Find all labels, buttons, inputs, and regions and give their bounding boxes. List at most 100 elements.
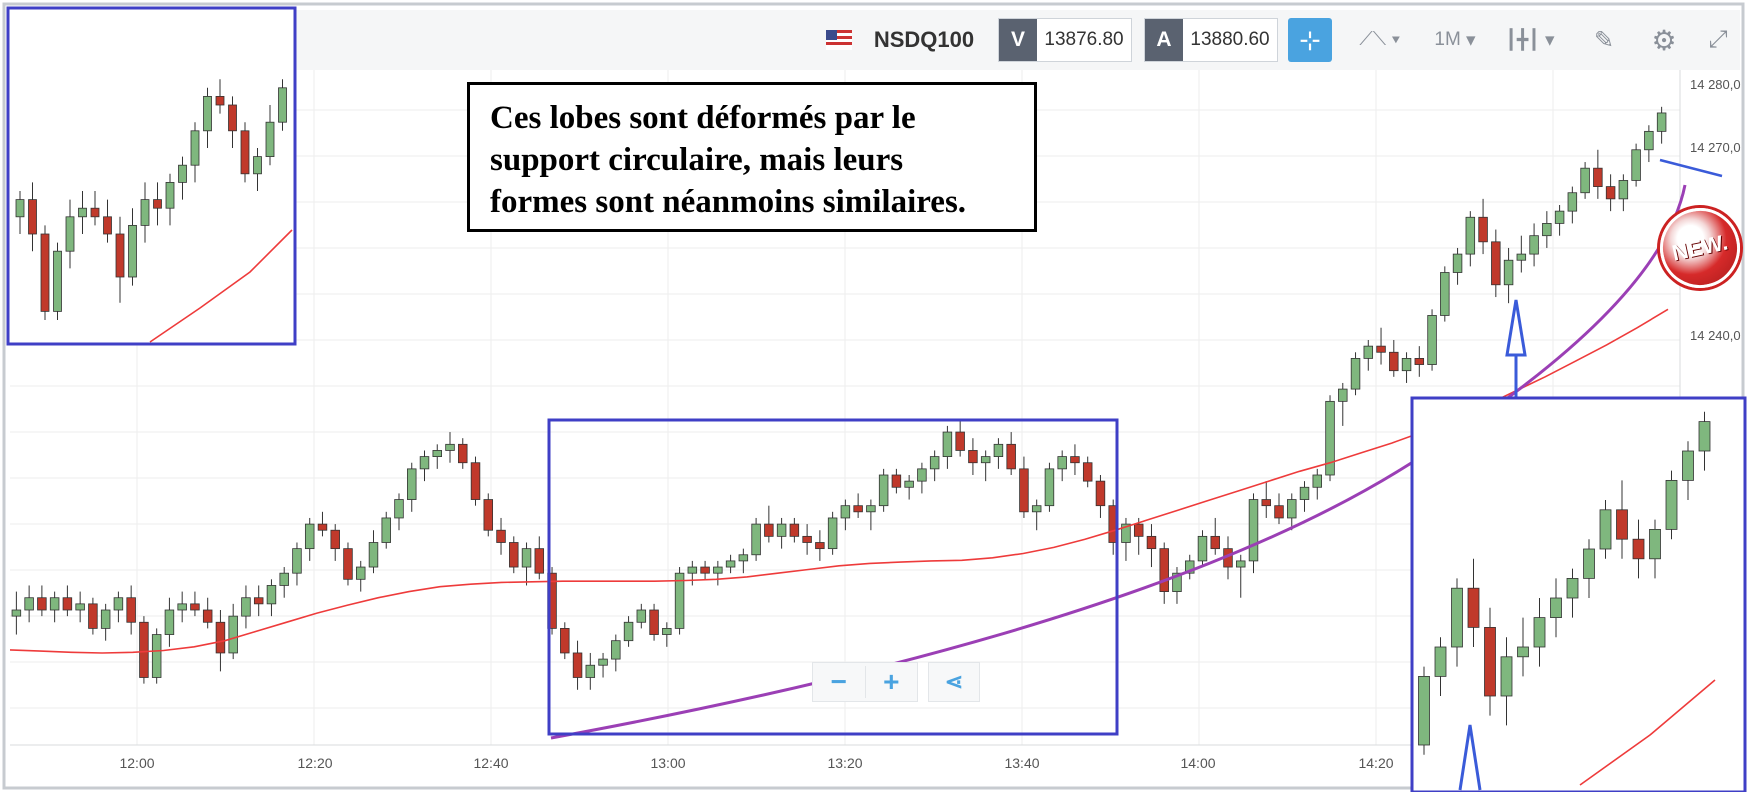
- bull-candle: [1567, 186, 1578, 224]
- bull-candle: [1644, 125, 1654, 163]
- chart-type-button[interactable]: ⟋⟍ ▾: [1350, 18, 1410, 62]
- zoom-out-button[interactable]: −: [830, 666, 847, 697]
- settings-button[interactable]: ⚙: [1638, 18, 1690, 62]
- drawing-tools-button[interactable]: ✎: [1578, 18, 1630, 62]
- candle-body: [202, 609, 213, 623]
- candle-body: [802, 535, 812, 543]
- candle-body: [866, 505, 876, 513]
- bull-candle: [241, 585, 251, 629]
- bull-candle: [1312, 468, 1323, 500]
- candle-body: [1542, 223, 1552, 237]
- bull-candle: [151, 628, 162, 684]
- bull-candle: [1325, 395, 1335, 482]
- fullscreen-button[interactable]: ⤢: [1696, 18, 1740, 62]
- zoom-in-button[interactable]: +: [864, 666, 918, 698]
- bear-candle: [115, 216, 125, 303]
- bear-candle: [853, 493, 863, 518]
- timeframe-label: 1M: [1434, 29, 1461, 50]
- candle-body: [1583, 548, 1595, 579]
- moving-average-line: [9, 308, 1669, 654]
- bull-candle: [1451, 578, 1463, 667]
- bull-candle: [738, 548, 749, 574]
- bull-candle: [1031, 499, 1042, 531]
- bull-candle: [177, 591, 187, 623]
- y-tick-label: 14 280,0: [1690, 77, 1741, 92]
- bid-price-box[interactable]: V 13876.80: [998, 18, 1132, 62]
- candle-body: [496, 529, 506, 543]
- candle-body: [1325, 400, 1335, 476]
- bear-candle: [789, 517, 800, 543]
- bull-candle: [292, 542, 302, 586]
- bull-candle: [1440, 266, 1450, 322]
- candle-body: [304, 523, 315, 550]
- candle-body: [40, 233, 50, 312]
- bull-candle: [1580, 162, 1590, 199]
- arrow-up-icon: [1505, 299, 1527, 400]
- candle-body: [1172, 572, 1182, 592]
- candle-body: [1057, 456, 1067, 470]
- candle-body: [1533, 617, 1546, 648]
- share-button[interactable]: ⋖: [928, 662, 980, 702]
- candle-body: [968, 450, 978, 464]
- bull-candle: [1236, 554, 1246, 598]
- candle-style-button[interactable]: ┃╋┃ ▾: [1500, 18, 1560, 62]
- bull-candle: [929, 450, 940, 482]
- bear-candle: [228, 96, 237, 148]
- candle-body: [343, 548, 353, 580]
- timeframe-button[interactable]: 1M ▾: [1425, 18, 1485, 62]
- symbol-label: NSDQ100: [873, 27, 975, 52]
- candle-body: [1567, 192, 1578, 212]
- bull-candle: [993, 438, 1004, 469]
- ask-price-box[interactable]: A 13880.60: [1144, 18, 1278, 62]
- candle-body: [942, 431, 953, 457]
- candle-body: [1566, 578, 1579, 599]
- crosshair-button[interactable]: ⊹: [1288, 18, 1332, 62]
- bull-candle: [585, 652, 596, 690]
- bear-candle: [700, 560, 710, 580]
- candle-body: [891, 474, 902, 488]
- bear-candle: [955, 419, 965, 457]
- candle-body: [177, 603, 187, 611]
- candle-body: [674, 572, 685, 629]
- bull-candle: [190, 122, 200, 183]
- bull-candle: [279, 567, 289, 598]
- bull-candle: [904, 475, 914, 500]
- candle-body: [751, 523, 761, 556]
- candle-body: [1274, 505, 1284, 519]
- bear-candle: [240, 122, 250, 183]
- candle-body: [815, 542, 825, 550]
- bear-candle: [649, 603, 659, 641]
- candle-body: [1599, 509, 1612, 550]
- candle-body: [776, 523, 787, 537]
- bull-candle: [980, 450, 991, 482]
- bull-candle: [1401, 352, 1412, 383]
- candle-body: [62, 597, 73, 611]
- bull-candle: [1197, 530, 1208, 568]
- bull-candle: [713, 560, 723, 586]
- bull-candle: [1418, 666, 1430, 755]
- bear-candle: [483, 493, 494, 537]
- candle-body: [355, 566, 366, 580]
- candle-body: [317, 523, 328, 531]
- candle-body: [1550, 597, 1562, 619]
- bear-candle: [509, 536, 519, 574]
- bull-candle: [203, 87, 212, 148]
- symbol-selector[interactable]: NSDQ100: [820, 18, 980, 62]
- candle-body: [128, 224, 137, 278]
- bull-candle: [1517, 617, 1529, 677]
- candle-body: [1478, 216, 1488, 243]
- candle-body: [904, 480, 914, 488]
- x-tick-label: 12:40: [473, 755, 509, 771]
- candle-body: [1517, 646, 1529, 658]
- bear-candle: [1133, 517, 1144, 555]
- bull-candle: [1665, 470, 1678, 540]
- candle-body: [37, 597, 47, 611]
- candle-body: [917, 468, 927, 482]
- bull-candle: [266, 579, 277, 617]
- candle-body: [1236, 560, 1246, 568]
- candle-body: [165, 181, 175, 209]
- bull-candle: [1248, 493, 1259, 574]
- candle-body: [190, 603, 200, 611]
- candle-body: [458, 443, 468, 464]
- candle-body: [1350, 358, 1361, 390]
